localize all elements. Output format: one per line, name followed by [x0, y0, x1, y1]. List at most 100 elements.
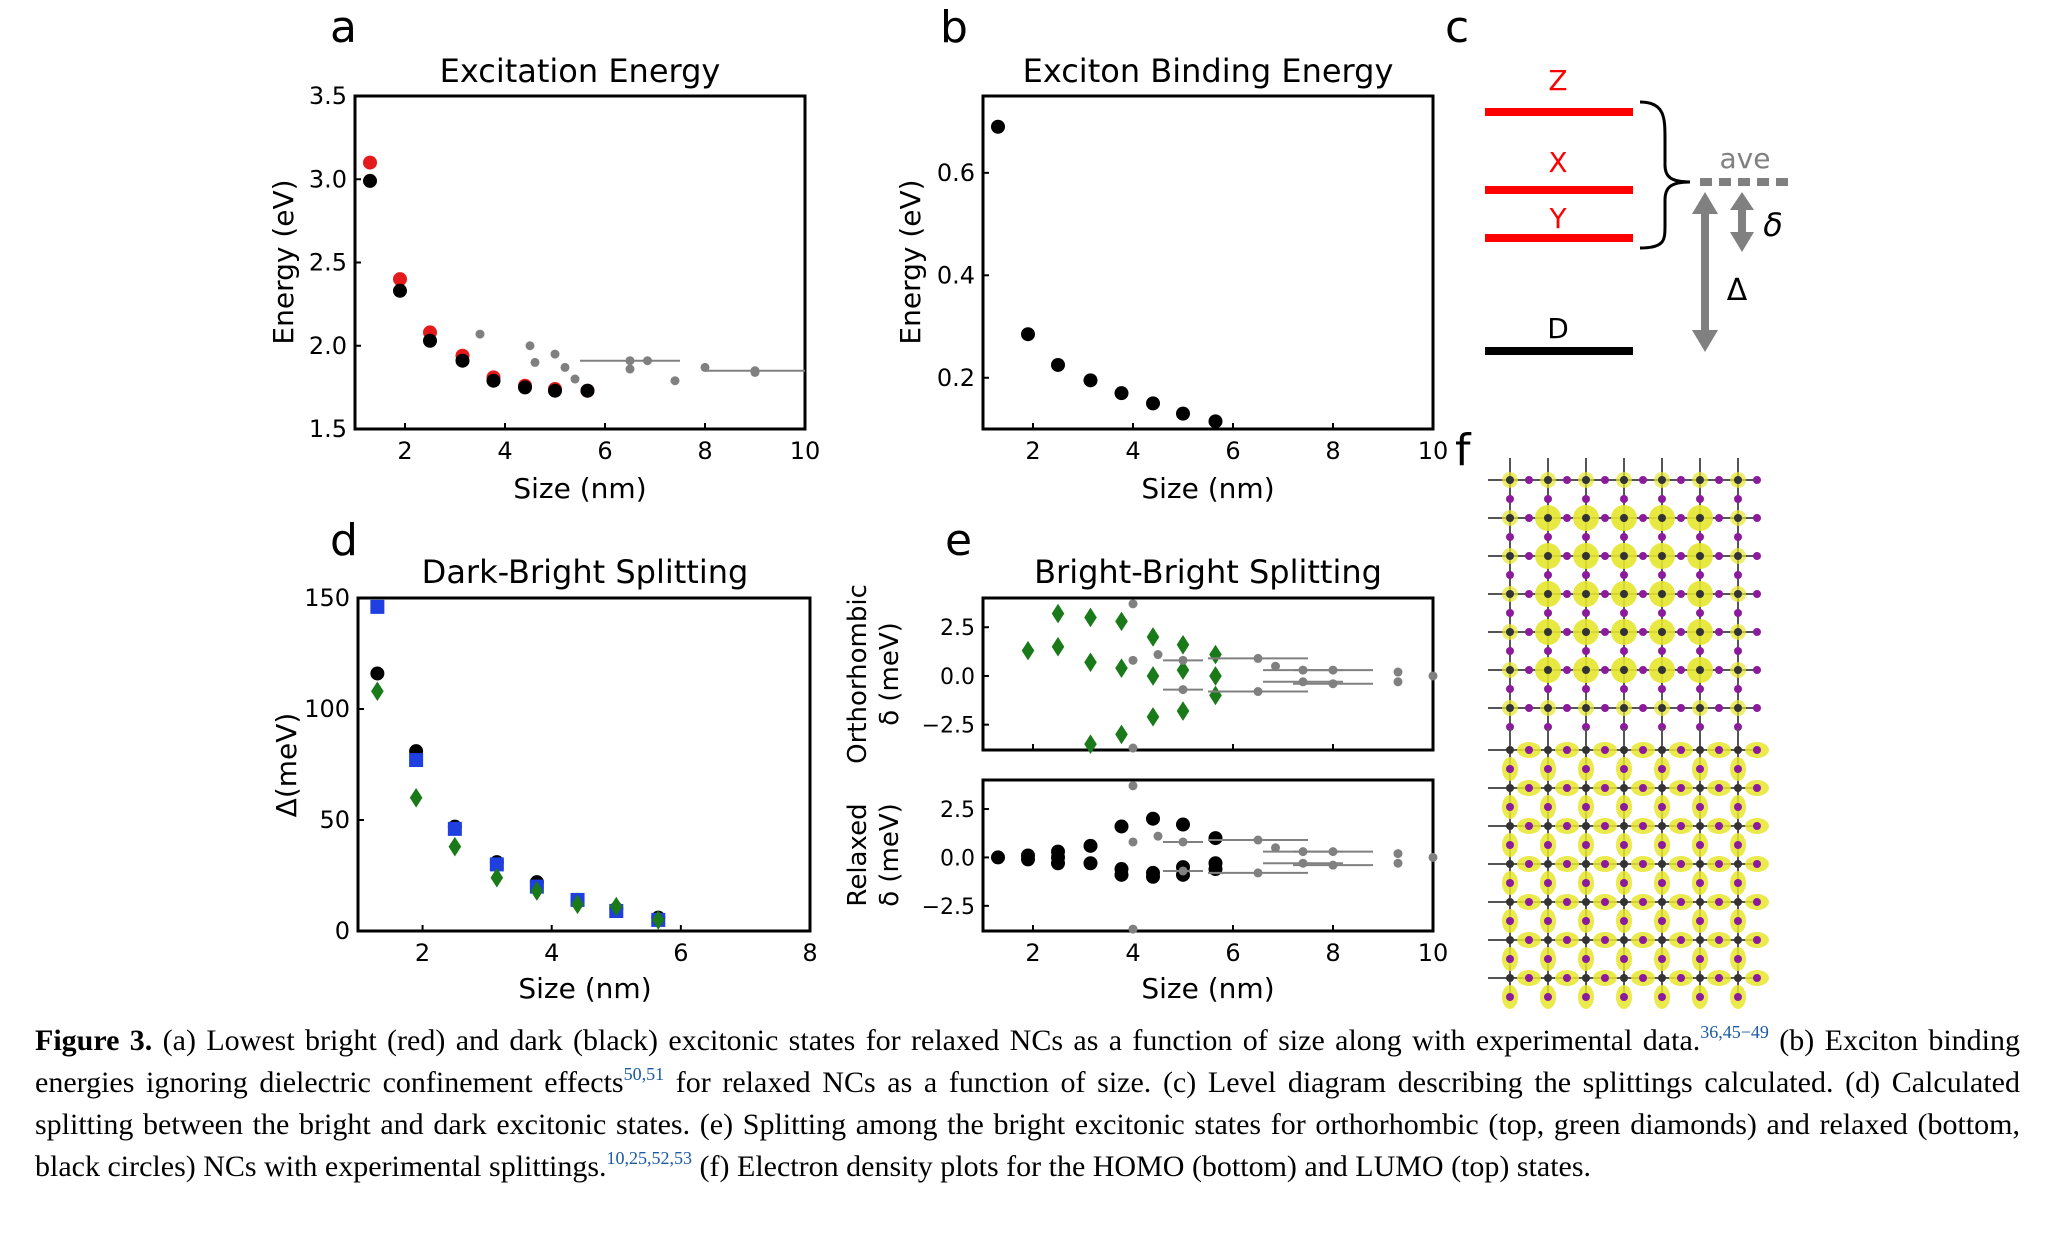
data-point: [1328, 679, 1338, 689]
data-point-diamond: [1209, 644, 1222, 665]
iodide-atom: [1734, 723, 1742, 731]
iodide-atom: [1696, 879, 1704, 887]
lead-atom: [1506, 860, 1514, 868]
iodide-atom: [1563, 822, 1571, 830]
iodide-atom: [1506, 917, 1514, 925]
iodide-atom: [1677, 784, 1685, 792]
iodide-atom: [1506, 879, 1514, 887]
lead-atom: [1696, 860, 1704, 868]
data-point: [1176, 406, 1190, 421]
data-point: [1128, 924, 1138, 934]
iodide-atom: [1715, 746, 1723, 754]
panel-d-title: Dark-Bright Splitting: [422, 553, 749, 591]
iodide-atom: [1620, 723, 1628, 731]
iodide-atom: [1734, 647, 1742, 655]
iodide-atom: [1639, 898, 1647, 906]
iodide-atom: [1601, 514, 1609, 522]
data-point: [580, 383, 595, 398]
x-tick-label: 6: [1225, 939, 1240, 967]
lead-atom: [1620, 476, 1628, 484]
iodide-atom: [1715, 936, 1723, 944]
data-point-diamond: [1084, 652, 1097, 673]
panel-letter-c: c: [1445, 2, 1469, 53]
iodide-atom: [1544, 765, 1552, 773]
panel-b-ylabel: Energy (eV): [894, 179, 927, 344]
lead-atom: [1734, 822, 1742, 830]
data-point: [1328, 860, 1338, 870]
y-tick-label: −2.5: [922, 714, 975, 739]
lead-atom: [1620, 746, 1628, 754]
iodide-atom: [1677, 590, 1685, 598]
data-point: [1128, 655, 1138, 665]
delta-big-arrow-head-up: [1692, 192, 1718, 214]
iodide-atom: [1753, 974, 1761, 982]
iodide-atom: [1525, 704, 1533, 712]
lead-atom: [1620, 822, 1628, 830]
lead-atom: [1544, 590, 1552, 598]
data-point: [455, 353, 470, 368]
iodide-atom: [1677, 666, 1685, 674]
iodide-atom: [1544, 917, 1552, 925]
iodide-atom: [1506, 571, 1514, 579]
iodide-atom: [1601, 704, 1609, 712]
lead-atom: [1696, 552, 1704, 560]
iodide-atom: [1639, 590, 1647, 598]
y-tick-label: 0.6: [937, 159, 975, 187]
iodide-atom: [1696, 571, 1704, 579]
iodide-atom: [1601, 628, 1609, 636]
data-point: [1021, 852, 1035, 867]
caption-ref-2[interactable]: 50,51: [623, 1064, 665, 1084]
lead-atom: [1658, 666, 1666, 674]
data-point: [1114, 386, 1129, 401]
iodide-atom: [1677, 552, 1685, 560]
data-point: [1393, 849, 1403, 859]
iodide-atom: [1696, 841, 1704, 849]
iodide-atom: [1620, 879, 1628, 887]
iodide-atom: [1506, 841, 1514, 849]
iodide-atom: [1639, 784, 1647, 792]
iodide-atom: [1544, 841, 1552, 849]
caption-ref-1[interactable]: 36,45−49: [1700, 1022, 1769, 1042]
lead-atom: [1506, 974, 1514, 982]
panel-letter-e: e: [945, 515, 972, 566]
iodide-atom: [1544, 495, 1552, 503]
iodide-atom: [1582, 533, 1590, 541]
lead-atom: [1696, 476, 1704, 484]
data-point-square: [409, 753, 424, 768]
iodide-atom: [1658, 495, 1666, 503]
iodide-atom: [1601, 936, 1609, 944]
x-tick-label: 8: [802, 939, 817, 967]
lead-atom: [1506, 704, 1514, 712]
iodide-atom: [1525, 628, 1533, 636]
iodide-atom: [1715, 784, 1723, 792]
iodide-atom: [1753, 628, 1761, 636]
iodide-atom: [1582, 803, 1590, 811]
iodide-atom: [1563, 704, 1571, 712]
iodide-atom: [1620, 609, 1628, 617]
iodide-atom: [1582, 647, 1590, 655]
data-point: [1153, 650, 1163, 660]
iodide-atom: [1525, 666, 1533, 674]
panel-d-axes: [356, 596, 812, 933]
iodide-atom: [1753, 704, 1761, 712]
iodide-atom: [1715, 898, 1723, 906]
iodide-atom: [1563, 746, 1571, 754]
x-tick-label: 10: [1418, 939, 1449, 967]
iodide-atom: [1734, 495, 1742, 503]
panel-b-axes: [981, 94, 1435, 431]
y-tick-label: 2.5: [940, 616, 975, 641]
data-point: [1428, 671, 1438, 681]
iodide-atom: [1639, 974, 1647, 982]
data-point: [1393, 677, 1403, 687]
panel-letter-f: f: [1455, 425, 1472, 476]
iodide-atom: [1715, 704, 1723, 712]
caption-text-4: (f) Electron density plots for the HOMO …: [692, 1150, 1592, 1183]
lead-atom: [1544, 860, 1552, 868]
iodide-atom: [1715, 514, 1723, 522]
caption-ref-3[interactable]: 10,25,52,53: [606, 1148, 693, 1168]
lead-atom: [1620, 974, 1628, 982]
data-point: [550, 349, 560, 359]
iodide-atom: [1658, 765, 1666, 773]
data-point-diamond: [1084, 734, 1097, 754]
lead-atom: [1506, 666, 1514, 674]
